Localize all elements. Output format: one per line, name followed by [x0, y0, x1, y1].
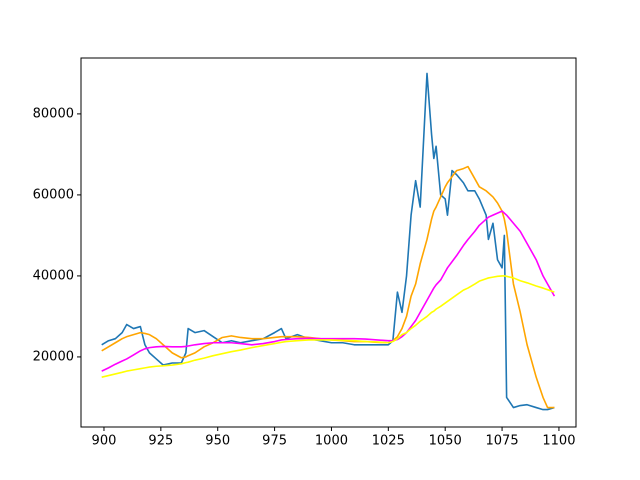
x-tick-label: 950 [205, 434, 230, 449]
series-line [101, 275, 555, 378]
y-tick-label: 20000 [33, 349, 74, 364]
series-line [101, 72, 555, 411]
x-tick-label: 925 [148, 434, 173, 449]
x-tick-label: 1075 [486, 434, 519, 449]
series-line [101, 210, 556, 372]
y-tick-label: 80000 [33, 106, 74, 121]
x-tick-label: 1100 [542, 434, 575, 449]
y-tick-label: 60000 [33, 187, 74, 202]
x-tick-label: 1000 [315, 434, 348, 449]
x-tick-label: 900 [92, 434, 117, 449]
plot-frame [80, 57, 577, 428]
x-tick-label: 1025 [372, 434, 405, 449]
x-tick-label: 975 [262, 434, 287, 449]
series-line [101, 165, 555, 409]
y-tick-label: 40000 [33, 268, 74, 283]
x-tick-label: 1050 [429, 434, 462, 449]
